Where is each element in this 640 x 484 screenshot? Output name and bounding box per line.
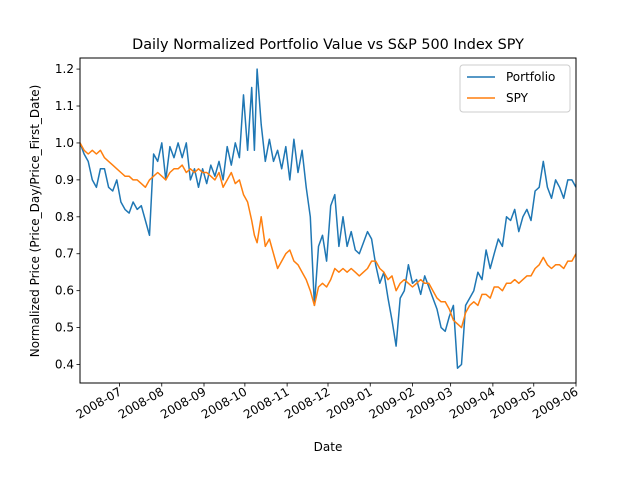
x-axis-label: Date	[314, 440, 343, 454]
legend: Portfolio SPY	[459, 64, 571, 113]
y-tick-label: 0.4	[55, 358, 74, 372]
x-tick-label: 2009-04	[447, 384, 497, 421]
series-line-spy	[79, 142, 577, 329]
legend-label-spy: SPY	[506, 91, 529, 105]
x-tick-label: 2008-09	[158, 384, 208, 421]
y-tick-label: 0.8	[55, 210, 74, 224]
legend-label-portfolio: Portfolio	[506, 70, 555, 84]
x-tick-label: 2008-10	[199, 384, 249, 421]
x-tick-label: 2008-12	[282, 384, 332, 421]
y-tick-label: 1.0	[55, 136, 74, 150]
chart-title: Daily Normalized Portfolio Value vs S&P …	[132, 37, 524, 53]
x-tick-label: 2009-06	[530, 384, 580, 421]
y-axis-label: Normalized Price (Price_Day/Price_First_…	[28, 85, 42, 358]
x-tick-label: 2009-01	[324, 384, 374, 421]
plot-area	[79, 68, 577, 369]
y-tick-label: 1.2	[55, 62, 74, 76]
y-tick-label: 0.5	[55, 321, 74, 335]
y-tick-label: 1.1	[55, 99, 74, 113]
y-tick-label: 0.9	[55, 173, 74, 187]
y-tick-label: 0.6	[55, 284, 74, 298]
axes: 0.40.50.60.70.80.91.01.11.22008-072008-0…	[55, 62, 581, 422]
x-tick-label: 2009-05	[488, 384, 538, 421]
x-tick-label: 2008-07	[74, 384, 124, 421]
x-tick-label: 2008-08	[116, 384, 166, 421]
x-tick-label: 2008-11	[241, 384, 291, 421]
series-line-portfolio	[79, 68, 577, 369]
y-tick-label: 0.7	[55, 247, 74, 261]
